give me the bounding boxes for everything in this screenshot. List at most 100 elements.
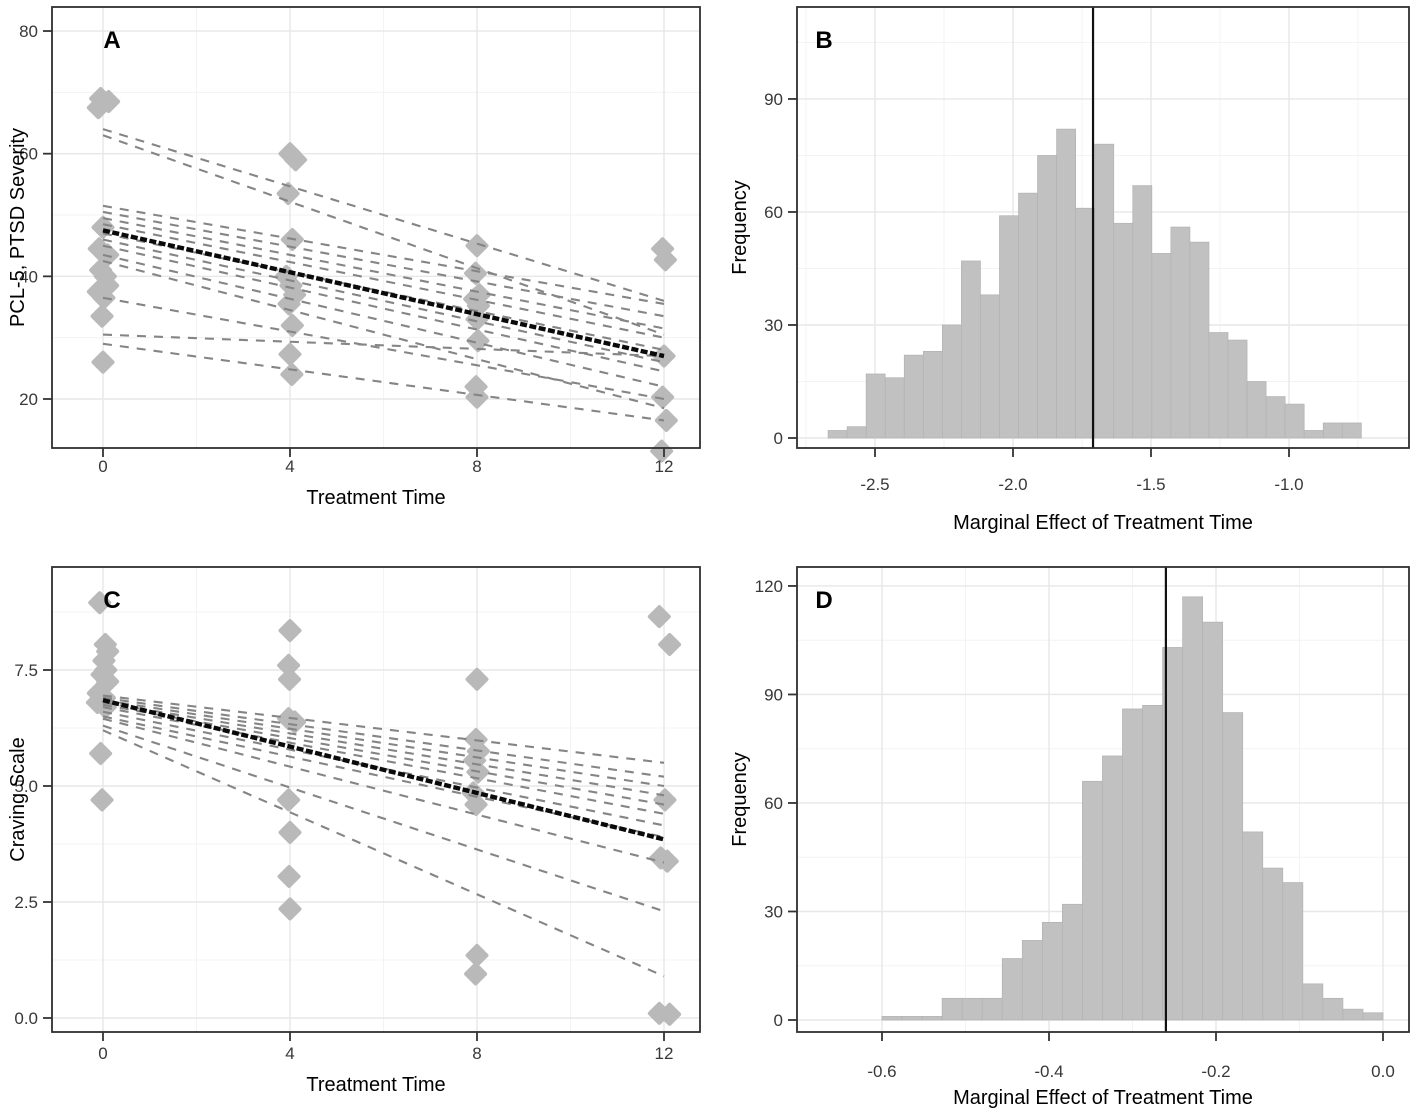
x-tick-label: -0.2 xyxy=(1201,1062,1230,1081)
histogram-bar xyxy=(1322,997,1344,1021)
data-point-diamond xyxy=(278,897,302,921)
individual-trend-line xyxy=(102,729,665,978)
panel-background xyxy=(708,556,1417,1112)
histogram-bar xyxy=(1303,430,1324,439)
data-point-diamond xyxy=(278,667,302,691)
histogram-bar xyxy=(1302,983,1324,1021)
panel-border xyxy=(51,566,701,1033)
individual-trend-line xyxy=(102,724,665,913)
histogram-bar xyxy=(903,354,924,439)
data-point-diamond xyxy=(91,350,115,374)
y-tick-label: 30 xyxy=(764,316,783,335)
histogram-bar xyxy=(1132,185,1153,439)
data-point-diamond xyxy=(653,248,677,272)
individual-trend-line xyxy=(102,717,665,864)
y-axis-title: PCL-5, PTSD Severity xyxy=(7,128,29,327)
x-axis-title: Marginal Effect of Treatment Time xyxy=(953,512,1253,534)
x-tick-label: 8 xyxy=(472,1044,481,1063)
data-point-diamond xyxy=(277,788,301,812)
histogram-bar xyxy=(1037,155,1057,439)
data-point-diamond xyxy=(465,667,489,691)
data-point-diamond xyxy=(86,96,110,120)
x-tick-label: 8 xyxy=(472,457,481,476)
histogram-bar xyxy=(1122,708,1143,1021)
y-tick-label: 0 xyxy=(774,429,783,448)
individual-trend-line xyxy=(102,232,665,351)
panel-border xyxy=(796,6,1410,449)
data-point-diamond xyxy=(88,591,112,615)
histogram-bar xyxy=(1113,222,1134,439)
histogram-bar xyxy=(1202,621,1224,1021)
data-point-diamond xyxy=(278,342,302,366)
panel-d: -0.6 -0.4 -0.2 0.0 0 30 60 90 120 Marginal Effect… xyxy=(708,556,1417,1112)
histogram-bar xyxy=(941,324,962,439)
histogram-bars xyxy=(827,128,1362,439)
x-tick-label: 12 xyxy=(655,1044,674,1063)
histogram-bar xyxy=(1142,704,1163,1021)
histogram-bar xyxy=(1262,867,1284,1021)
data-point-diamond xyxy=(658,1002,682,1026)
y-tick-label: 2.5 xyxy=(14,893,38,912)
y-tick-label: 0 xyxy=(774,1011,783,1030)
histogram-bar xyxy=(1246,381,1267,439)
histogram-bar xyxy=(1227,339,1248,439)
histogram-bar xyxy=(901,1016,923,1021)
data-point-diamond xyxy=(658,632,682,656)
histogram-bar xyxy=(1021,940,1043,1021)
histogram-bar xyxy=(1208,332,1229,439)
histogram-bar xyxy=(981,997,1003,1021)
histogram-bar xyxy=(1189,241,1210,439)
axis-ticks xyxy=(43,30,665,457)
data-point-diamond xyxy=(465,385,489,409)
histogram-bar xyxy=(1041,921,1063,1021)
y-axis-title: Frequency xyxy=(729,752,751,847)
data-point-diamond xyxy=(651,385,675,409)
y-axis-title: Craving Scale xyxy=(7,737,29,862)
histogram-bar xyxy=(1222,712,1244,1021)
individual-trend-line xyxy=(102,253,665,388)
panel-b: -2.5 -2.0 -1.5 -1.0 0 30 60 90 Marginal Effect o… xyxy=(708,0,1417,556)
y-tick-label: 5.0 xyxy=(14,777,38,796)
individual-trend-line xyxy=(102,128,665,302)
histogram-bar xyxy=(921,1016,943,1021)
x-tick-label: -2.5 xyxy=(860,475,889,494)
mean-trend-line xyxy=(102,698,665,842)
data-point-diamond xyxy=(280,313,304,337)
data-point-diamond xyxy=(278,619,302,643)
individual-trend-line xyxy=(102,333,665,358)
y-tick-label: 90 xyxy=(764,685,783,704)
panel-border xyxy=(796,566,1410,1033)
histogram-bar xyxy=(941,997,963,1021)
histogram-bar xyxy=(1102,755,1123,1021)
panel-c-container: 0 4 8 12 0.0 2.5 5.0 7.5 Treatment Time Craving S… xyxy=(0,556,708,1112)
y-tick-label: 0.0 xyxy=(14,1009,38,1028)
x-tick-label: -0.4 xyxy=(1034,1062,1063,1081)
histogram-bar xyxy=(1075,207,1096,439)
y-axis-title: Frequency xyxy=(729,180,751,275)
histogram-bar xyxy=(1322,422,1343,439)
individual-trend-lines xyxy=(102,128,665,422)
individual-trend-line xyxy=(102,238,665,364)
y-tick-label: 30 xyxy=(764,902,783,921)
individual-trend-line xyxy=(102,259,665,410)
grid-major xyxy=(52,7,700,448)
panel-d-container: -0.6 -0.4 -0.2 0.0 0 30 60 90 120 Marginal Effect… xyxy=(708,556,1417,1112)
histogram-bar xyxy=(1056,128,1077,439)
histogram-bar xyxy=(980,294,1000,439)
data-point-diamond xyxy=(465,234,489,258)
data-point-diamond xyxy=(655,849,679,873)
panel-c: 0 4 8 12 0.0 2.5 5.0 7.5 Treatment Time Craving S… xyxy=(0,556,708,1112)
histogram-bar xyxy=(1018,192,1038,439)
mean-trend-line xyxy=(102,228,665,359)
histogram-bar xyxy=(884,377,905,439)
data-point-diamond xyxy=(647,605,671,629)
data-point-diamond xyxy=(654,408,678,432)
data-point-diamond xyxy=(90,788,114,812)
histogram-bars xyxy=(881,596,1384,1021)
x-tick-label: -1.0 xyxy=(1274,475,1303,494)
data-point-diamond xyxy=(278,820,302,844)
y-tick-label: 80 xyxy=(19,22,38,41)
data-point-diamond xyxy=(89,742,113,766)
individual-trend-line xyxy=(102,217,665,330)
histogram-bar xyxy=(961,997,983,1021)
